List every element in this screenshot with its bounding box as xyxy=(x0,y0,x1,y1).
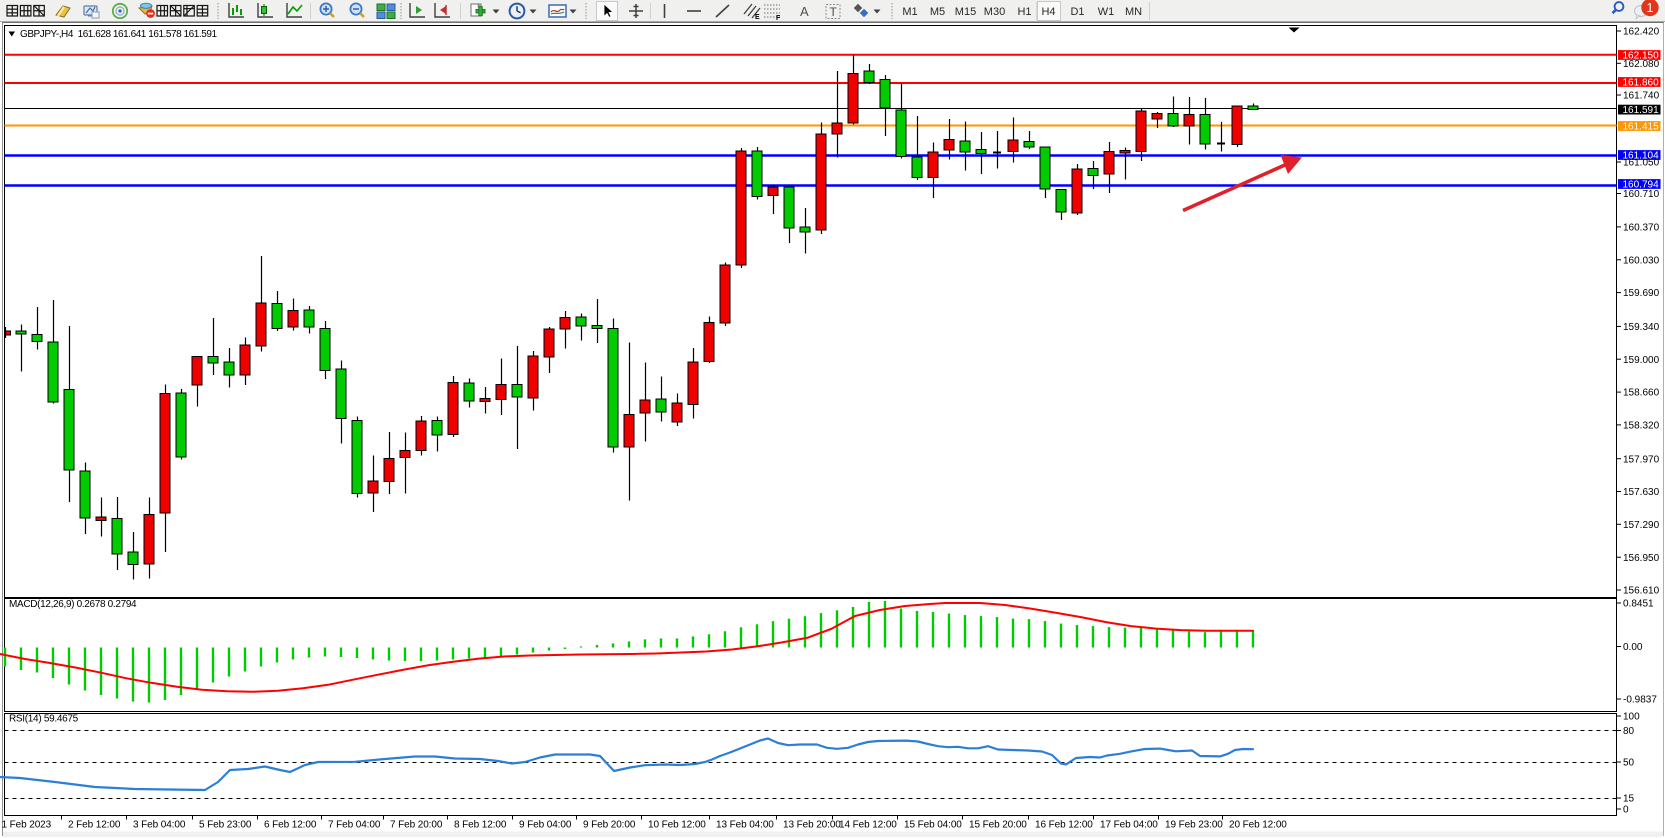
svg-text:13 Feb 20:00: 13 Feb 20:00 xyxy=(783,820,841,831)
svg-text:157.290: 157.290 xyxy=(1623,520,1660,531)
svg-text:9 Feb 20:00: 9 Feb 20:00 xyxy=(583,820,636,831)
svg-text:161.415: 161.415 xyxy=(1623,122,1660,133)
svg-text:MN: MN xyxy=(1125,6,1142,18)
svg-text:158.320: 158.320 xyxy=(1623,421,1660,432)
svg-text:156.950: 156.950 xyxy=(1623,553,1660,564)
svg-text:15 Feb 04:00: 15 Feb 04:00 xyxy=(904,820,962,831)
svg-text:0.8451: 0.8451 xyxy=(1623,599,1654,610)
svg-text:0.00: 0.00 xyxy=(1623,642,1643,653)
svg-text:162.150: 162.150 xyxy=(1623,51,1660,62)
svg-text:159.340: 159.340 xyxy=(1623,322,1660,333)
svg-text:2 Feb 12:00: 2 Feb 12:00 xyxy=(68,820,121,831)
svg-text:D1: D1 xyxy=(1070,6,1084,18)
svg-text:20 Feb 12:00: 20 Feb 12:00 xyxy=(1229,820,1287,831)
svg-text:M30: M30 xyxy=(984,6,1005,18)
svg-text:19 Feb 23:00: 19 Feb 23:00 xyxy=(1165,820,1223,831)
svg-text:3 Feb 04:00: 3 Feb 04:00 xyxy=(133,820,186,831)
svg-text:161.740: 161.740 xyxy=(1623,91,1660,102)
svg-text:13 Feb 04:00: 13 Feb 04:00 xyxy=(716,820,774,831)
svg-text:160.710: 160.710 xyxy=(1623,189,1660,200)
svg-text:A: A xyxy=(800,4,809,19)
svg-text:E: E xyxy=(755,14,760,21)
svg-text:159.690: 159.690 xyxy=(1623,288,1660,299)
svg-text:8 Feb 12:00: 8 Feb 12:00 xyxy=(454,820,507,831)
svg-text:9 Feb 04:00: 9 Feb 04:00 xyxy=(519,820,572,831)
svg-text:RSI(14) 59.4675: RSI(14) 59.4675 xyxy=(9,714,79,725)
svg-text:15 Feb 20:00: 15 Feb 20:00 xyxy=(969,820,1027,831)
svg-text:157.970: 157.970 xyxy=(1623,454,1660,465)
svg-text:15: 15 xyxy=(1623,794,1635,805)
svg-text:162.420: 162.420 xyxy=(1623,27,1660,38)
svg-text:158.660: 158.660 xyxy=(1623,388,1660,399)
svg-text:161.104: 161.104 xyxy=(1623,151,1660,162)
svg-text:157.630: 157.630 xyxy=(1623,487,1660,498)
svg-text:160.370: 160.370 xyxy=(1623,223,1660,234)
svg-text:6 Feb 12:00: 6 Feb 12:00 xyxy=(264,820,317,831)
svg-text:M15: M15 xyxy=(955,6,976,18)
svg-text:F: F xyxy=(776,15,781,22)
svg-text:16 Feb 12:00: 16 Feb 12:00 xyxy=(1035,820,1093,831)
svg-text:80: 80 xyxy=(1623,726,1635,737)
svg-text:5 Feb 23:00: 5 Feb 23:00 xyxy=(199,820,252,831)
svg-text:161.860: 161.860 xyxy=(1623,78,1660,89)
svg-text:162.080: 162.080 xyxy=(1623,59,1660,70)
svg-text:0: 0 xyxy=(1623,805,1629,816)
svg-text:1: 1 xyxy=(1647,1,1654,15)
svg-text:14 Feb 12:00: 14 Feb 12:00 xyxy=(839,820,897,831)
svg-text:17 Feb 04:00: 17 Feb 04:00 xyxy=(1100,820,1158,831)
svg-text:M1: M1 xyxy=(902,6,917,18)
svg-text:156.610: 156.610 xyxy=(1623,586,1660,597)
svg-text:MACD(12,26,9) 0.2678 0.2794: MACD(12,26,9) 0.2678 0.2794 xyxy=(9,599,137,610)
svg-text:H4: H4 xyxy=(1041,6,1055,18)
svg-text:50: 50 xyxy=(1623,758,1635,769)
svg-text:M5: M5 xyxy=(930,6,945,18)
svg-text:10 Feb 12:00: 10 Feb 12:00 xyxy=(648,820,706,831)
svg-text:T: T xyxy=(830,5,838,19)
svg-text:1 Feb 2023: 1 Feb 2023 xyxy=(2,820,52,831)
svg-text:7 Feb 04:00: 7 Feb 04:00 xyxy=(328,820,381,831)
svg-text:161.050: 161.050 xyxy=(1623,158,1660,169)
svg-text:W1: W1 xyxy=(1098,6,1115,18)
svg-text:160.030: 160.030 xyxy=(1623,255,1660,266)
svg-text:7 Feb 20:00: 7 Feb 20:00 xyxy=(390,820,443,831)
svg-text:160.794: 160.794 xyxy=(1623,180,1660,191)
svg-text:161.591: 161.591 xyxy=(1623,105,1660,116)
svg-text:GBPJPY-,H4 161.628 161.641 16: GBPJPY-,H4 161.628 161.641 161.578 161.5… xyxy=(20,29,217,40)
svg-text:100: 100 xyxy=(1623,712,1640,723)
svg-text:159.000: 159.000 xyxy=(1623,355,1660,366)
svg-text:H1: H1 xyxy=(1017,6,1031,18)
svg-text:-0.9837: -0.9837 xyxy=(1623,695,1657,706)
